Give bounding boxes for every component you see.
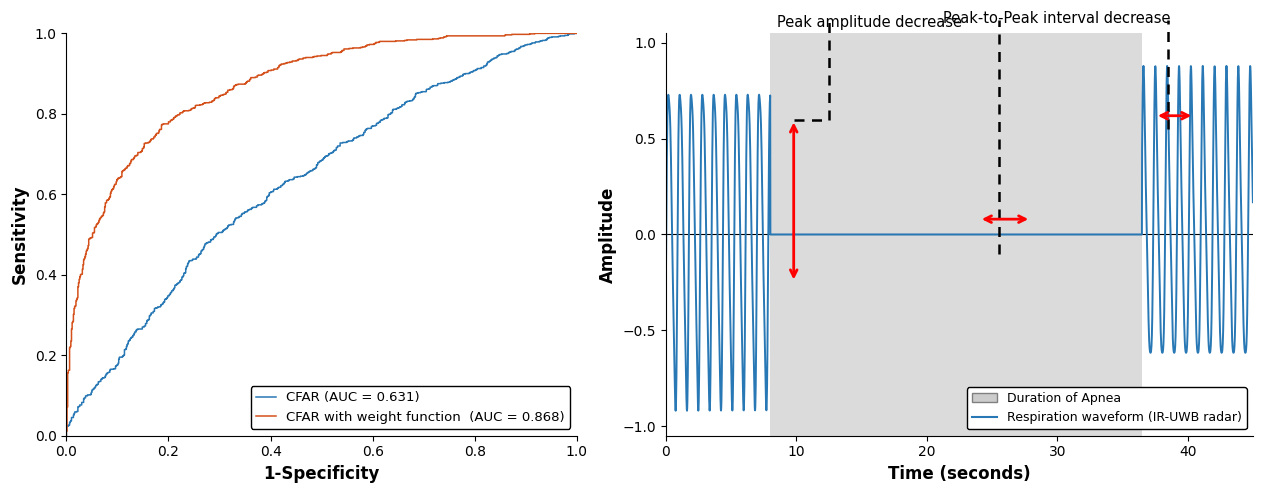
Legend: CFAR (AUC = 0.631), CFAR with weight function  (AUC = 0.868): CFAR (AUC = 0.631), CFAR with weight fun… xyxy=(250,386,570,429)
CFAR with weight function  (AUC = 0.868) xyxy=(59,433,75,439)
CFAR with weight function  (AUC = 0.868) xyxy=(527,31,542,37)
Text: Peak-to-Peak interval decrease: Peak-to-Peak interval decrease xyxy=(943,11,1170,26)
CFAR (AUC = 0.631) xyxy=(157,298,172,304)
CFAR with weight function  (AUC = 0.868) xyxy=(273,62,288,68)
Y-axis label: Sensitivity: Sensitivity xyxy=(11,185,29,284)
Text: Peak amplitude decrease: Peak amplitude decrease xyxy=(777,14,962,30)
Line: CFAR (AUC = 0.631): CFAR (AUC = 0.631) xyxy=(67,34,576,436)
CFAR (AUC = 0.631) xyxy=(407,94,422,100)
CFAR with weight function  (AUC = 0.868) xyxy=(345,45,360,51)
X-axis label: Time (seconds): Time (seconds) xyxy=(889,465,1030,483)
CFAR (AUC = 0.631) xyxy=(358,129,373,135)
CFAR with weight function  (AUC = 0.868) xyxy=(81,239,96,245)
CFAR (AUC = 0.631) xyxy=(106,366,121,371)
CFAR (AUC = 0.631) xyxy=(566,31,581,37)
CFAR (AUC = 0.631) xyxy=(59,433,75,439)
Legend: Duration of Apnea, Respiration waveform (IR-UWB radar): Duration of Apnea, Respiration waveform … xyxy=(967,387,1246,429)
CFAR (AUC = 0.631) xyxy=(355,132,370,138)
Y-axis label: Amplitude: Amplitude xyxy=(599,186,617,283)
CFAR (AUC = 0.631) xyxy=(569,31,584,37)
Bar xyxy=(770,34,1141,436)
CFAR with weight function  (AUC = 0.868) xyxy=(541,31,556,37)
X-axis label: 1-Specificity: 1-Specificity xyxy=(263,465,379,483)
CFAR with weight function  (AUC = 0.868) xyxy=(270,65,286,71)
CFAR (AUC = 0.631) xyxy=(545,34,560,40)
Line: CFAR with weight function  (AUC = 0.868): CFAR with weight function (AUC = 0.868) xyxy=(67,34,576,436)
CFAR with weight function  (AUC = 0.868) xyxy=(64,332,80,338)
CFAR with weight function  (AUC = 0.868) xyxy=(569,31,584,37)
